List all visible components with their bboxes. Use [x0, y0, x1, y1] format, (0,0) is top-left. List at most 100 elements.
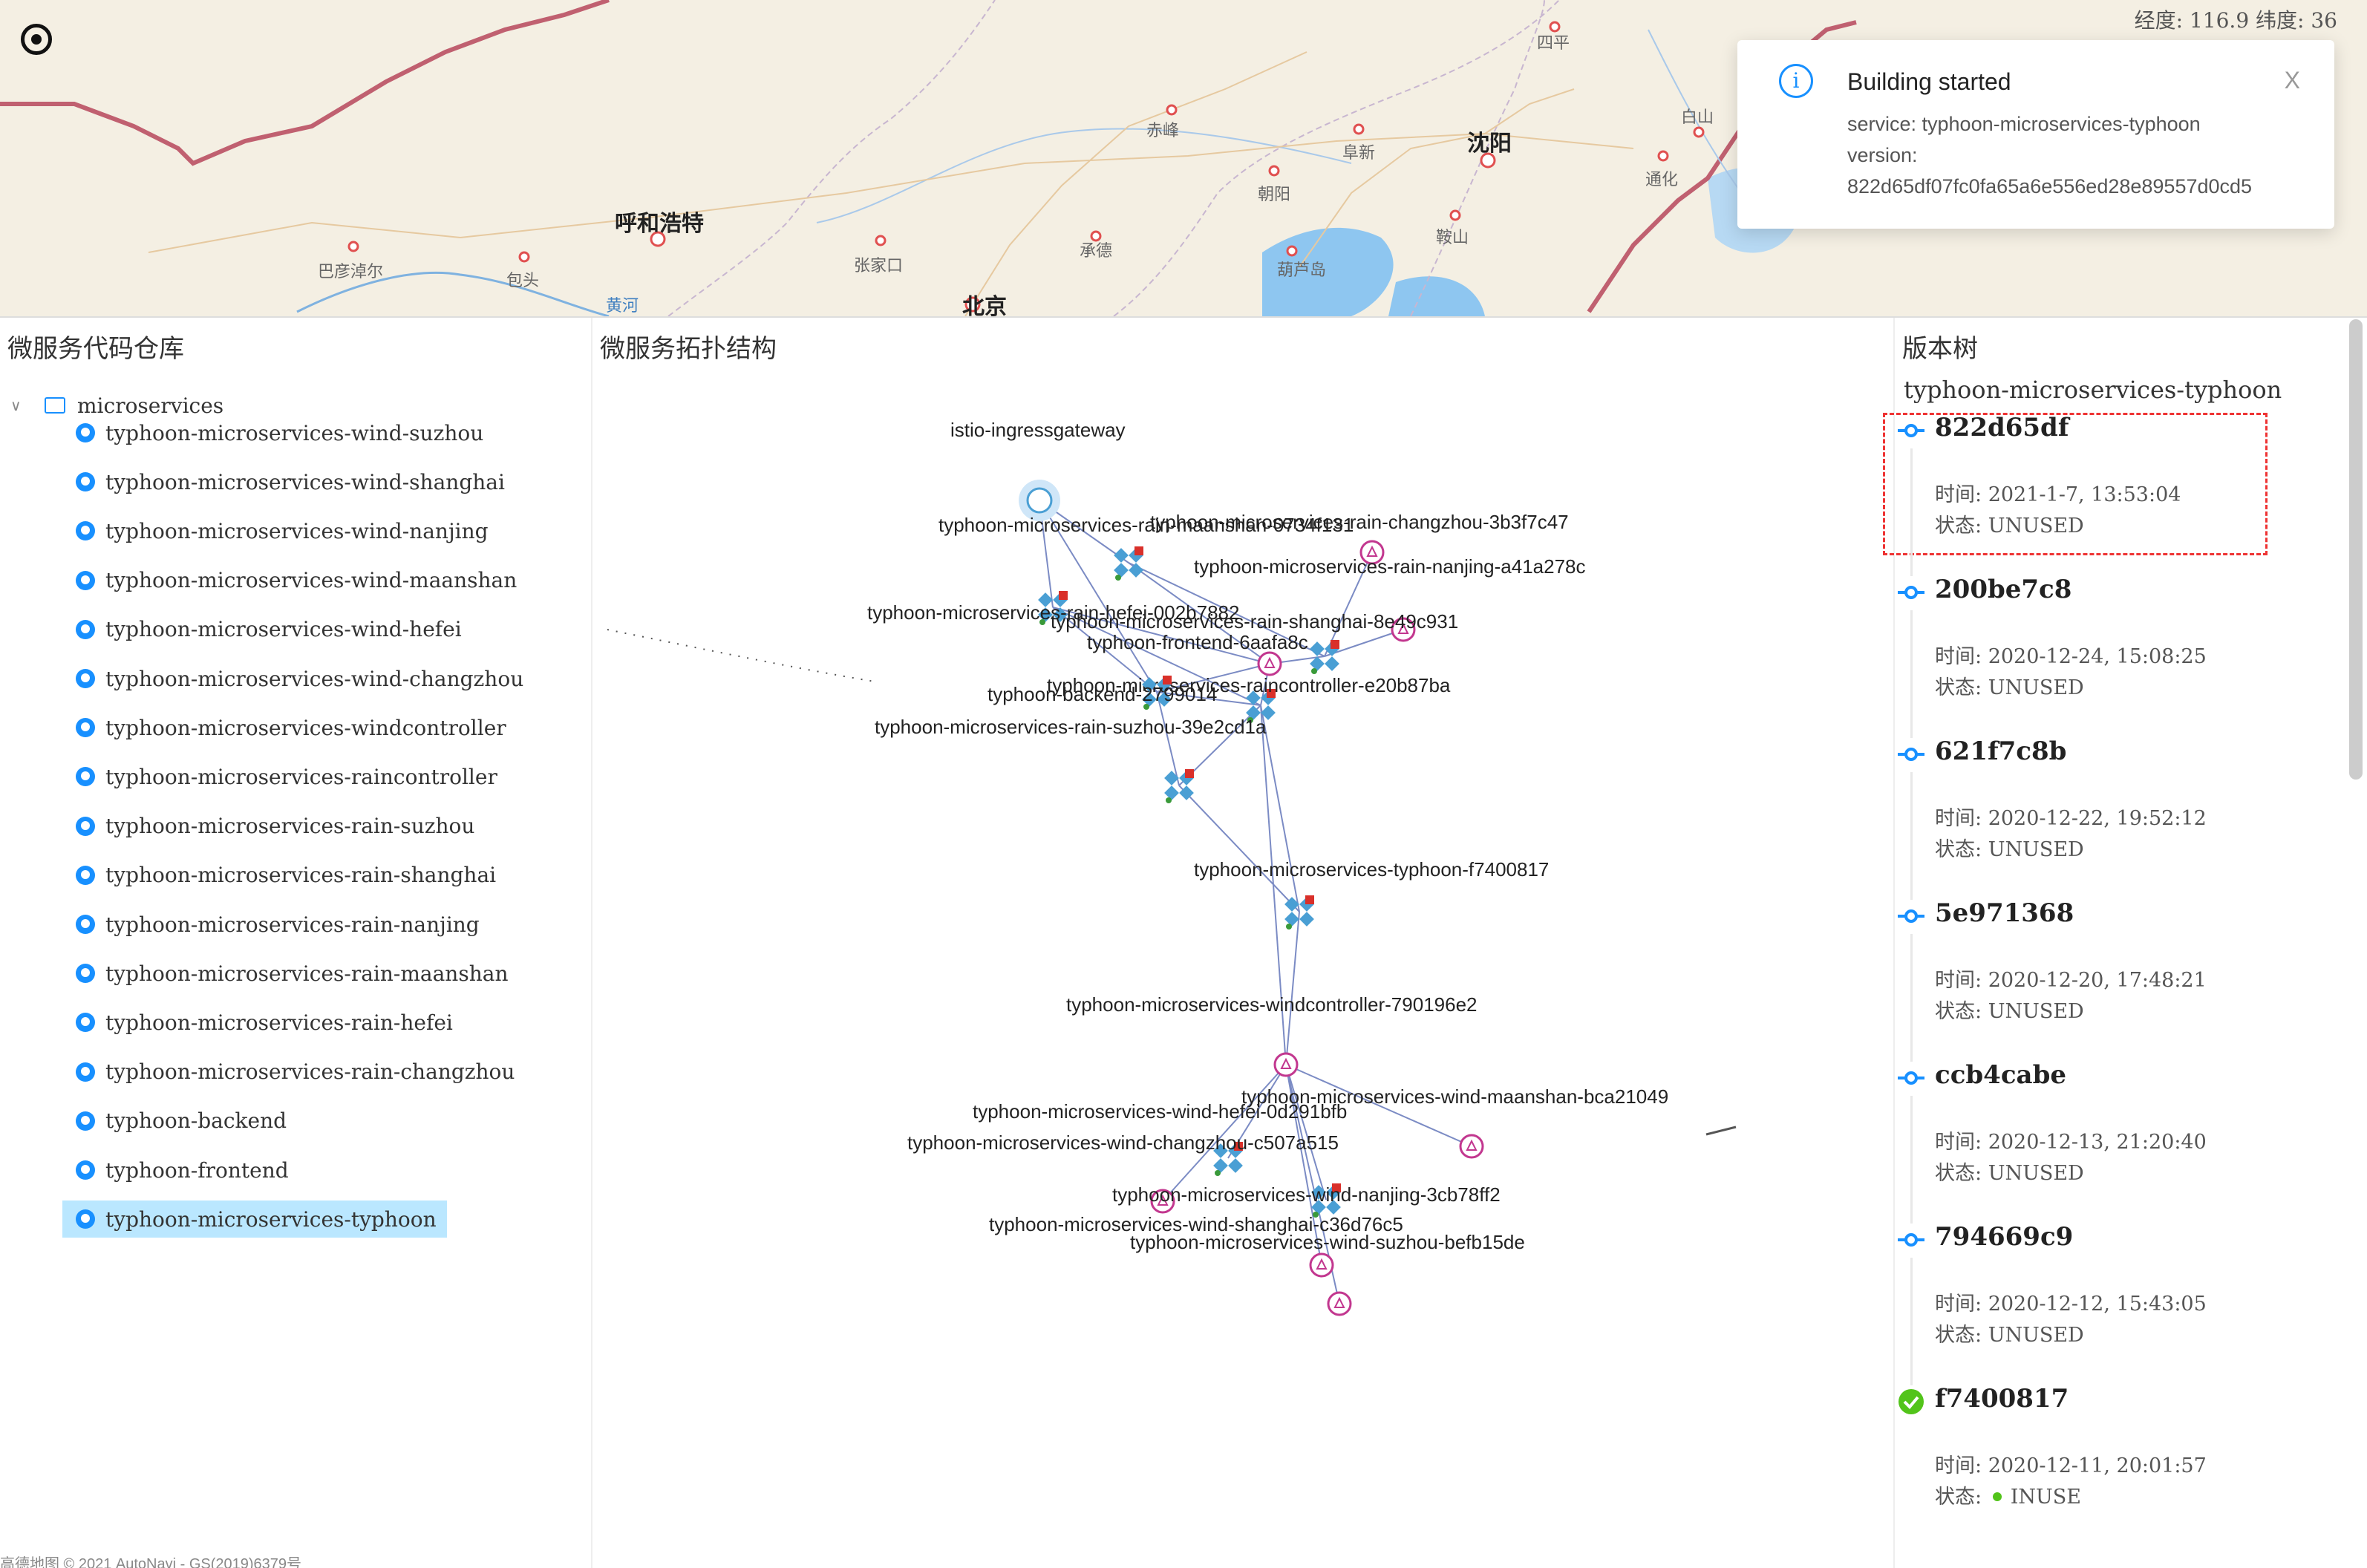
workload-node-glyph[interactable]: [1264, 656, 1276, 668]
workload-node-glyph[interactable]: [1366, 545, 1378, 557]
service-node-part[interactable]: [1114, 563, 1129, 578]
repo-item[interactable]: typhoon-microservices-rain-suzhou: [62, 808, 485, 845]
service-node-part[interactable]: [1142, 677, 1157, 692]
service-node-part[interactable]: [1164, 771, 1179, 785]
graph-edge[interactable]: [1285, 1064, 1327, 1200]
service-node-port[interactable]: [1143, 704, 1149, 710]
graph-edge[interactable]: [1324, 629, 1404, 657]
service-node-badge[interactable]: [1332, 1183, 1341, 1192]
graph-edge[interactable]: [1285, 1064, 1472, 1147]
service-node-part[interactable]: [1164, 785, 1179, 800]
service-node-badge[interactable]: [1305, 895, 1314, 904]
service-node-part[interactable]: [1311, 1200, 1326, 1215]
workload-node[interactable]: [1150, 1189, 1175, 1214]
repo-item[interactable]: typhoon-microservices-rain-nanjing: [62, 906, 490, 943]
repo-item[interactable]: typhoon-microservices-wind-nanjing: [62, 512, 499, 549]
tree-folder-microservices[interactable]: ∨ microservices: [10, 391, 223, 420]
repo-item[interactable]: typhoon-microservices-typhoon: [62, 1200, 447, 1238]
scrollbar[interactable]: [2349, 319, 2363, 780]
service-node-part[interactable]: [1284, 897, 1299, 912]
repo-item[interactable]: typhoon-microservices-raincontroller: [62, 758, 508, 795]
repo-item[interactable]: typhoon-microservices-wind-shanghai: [62, 463, 515, 500]
locate-icon[interactable]: [21, 24, 52, 55]
service-node-part[interactable]: [1179, 785, 1194, 800]
service-node-port[interactable]: [1313, 1212, 1319, 1218]
workload-node-glyph[interactable]: [1316, 1258, 1328, 1270]
workload-node[interactable]: [1273, 1052, 1299, 1077]
chevron-down-icon[interactable]: ∨: [10, 396, 22, 414]
repo-item[interactable]: typhoon-microservices-wind-maanshan: [62, 562, 527, 599]
graph-edge[interactable]: [1260, 705, 1287, 1065]
gateway-node[interactable]: [1026, 487, 1053, 514]
service-node-part[interactable]: [1038, 592, 1053, 607]
version-node[interactable]: 794669c9 时间: 2020-12-12, 15:43:05 状态: UNUS…: [1898, 1222, 2343, 1371]
repo-item[interactable]: typhoon-microservices-wind-suzhou: [62, 414, 494, 451]
service-node-badge[interactable]: [1267, 689, 1276, 698]
service-node-badge[interactable]: [1163, 676, 1172, 685]
workload-node-glyph[interactable]: [1466, 1139, 1478, 1151]
version-hash[interactable]: 621f7c8b: [1935, 736, 2067, 766]
service-node-port[interactable]: [1286, 924, 1292, 930]
version-node[interactable]: ccb4cabe 时间: 2020-12-13, 21:20:40 状态: UNUS…: [1898, 1060, 2343, 1209]
graph-edge[interactable]: [1052, 607, 1261, 706]
repo-item[interactable]: typhoon-microservices-rain-hefei: [62, 1004, 463, 1041]
service-node-badge[interactable]: [1185, 769, 1194, 778]
service-node-part[interactable]: [1311, 1185, 1326, 1200]
service-node-port[interactable]: [1166, 797, 1172, 803]
service-node-part[interactable]: [1114, 548, 1129, 563]
graph-edge[interactable]: [1128, 562, 1270, 664]
repo-item[interactable]: typhoon-frontend: [62, 1152, 299, 1189]
topology-graph[interactable]: istio-ingressgateway typhoon-microservice…: [592, 362, 1893, 1550]
graph-edge[interactable]: [1039, 500, 1158, 693]
service-node-port[interactable]: [1311, 668, 1317, 674]
graph-edge[interactable]: [1260, 705, 1300, 912]
graph-edge[interactable]: [1178, 785, 1300, 912]
graph-artifact[interactable]: [607, 629, 875, 682]
version-node[interactable]: 5e971368 时间: 2020-12-20, 17:48:21 状态: UNUS…: [1898, 898, 2343, 1047]
service-node-port[interactable]: [1215, 1170, 1221, 1176]
service-node-part[interactable]: [1142, 692, 1157, 707]
graph-edge[interactable]: [1285, 911, 1300, 1065]
workload-node[interactable]: [1459, 1134, 1484, 1159]
service-node-port[interactable]: [1115, 575, 1121, 581]
version-hash[interactable]: 794669c9: [1935, 1222, 2074, 1252]
repo-item[interactable]: typhoon-microservices-rain-shanghai: [62, 857, 506, 894]
service-node-part[interactable]: [1310, 641, 1325, 656]
workload-node-glyph[interactable]: [1397, 622, 1409, 634]
service-node-part[interactable]: [1284, 912, 1299, 927]
service-node-part[interactable]: [1053, 607, 1068, 622]
service-node-part[interactable]: [1326, 1200, 1341, 1215]
workload-node[interactable]: [1359, 540, 1385, 565]
version-node[interactable]: 621f7c8b 时间: 2020-12-22, 19:52:12 状态: UNUS…: [1898, 736, 2343, 885]
graph-artifact[interactable]: [1705, 1126, 1737, 1136]
repo-item[interactable]: typhoon-microservices-rain-maanshan: [62, 955, 518, 992]
service-node-part[interactable]: [1299, 912, 1314, 927]
repo-item[interactable]: typhoon-microservices-rain-changzhou: [62, 1054, 525, 1091]
map-view[interactable]: 呼和浩特 北京 沈阳 巴彦淖尔 包头 张家口 承德 赤峰 朝阳 阜新 葫芦岛 鞍…: [0, 0, 2367, 318]
version-node[interactable]: f7400817 时间: 2020-12-11, 20:01:57 状态: INUS…: [1898, 1384, 2343, 1532]
service-node-part[interactable]: [1213, 1143, 1228, 1158]
repo-item[interactable]: typhoon-microservices-wind-changzhou: [62, 660, 534, 697]
repo-item[interactable]: typhoon-microservices-wind-hefei: [62, 611, 472, 648]
graph-edge[interactable]: [1156, 691, 1180, 786]
service-node-part[interactable]: [1261, 705, 1276, 720]
graph-edge[interactable]: [1052, 607, 1270, 664]
workload-node[interactable]: [1391, 617, 1416, 642]
service-node-part[interactable]: [1157, 692, 1172, 707]
graph-edge[interactable]: [1324, 552, 1373, 657]
workload-node[interactable]: [1327, 1291, 1352, 1316]
version-node[interactable]: 822d65df 时间: 2021-1-7, 13:53:04 状态: UNUSED: [1898, 413, 2343, 561]
graph-edge[interactable]: [1162, 1064, 1287, 1202]
graph-edge[interactable]: [1128, 562, 1325, 657]
service-node-badge[interactable]: [1059, 591, 1068, 600]
service-node-part[interactable]: [1213, 1158, 1228, 1173]
service-node-part[interactable]: [1310, 656, 1325, 671]
service-node-part[interactable]: [1246, 690, 1261, 705]
version-hash[interactable]: 200be7c8: [1935, 575, 2072, 604]
close-icon[interactable]: X: [2284, 67, 2300, 94]
graph-edge[interactable]: [1156, 691, 1261, 706]
service-node-badge[interactable]: [1331, 640, 1339, 649]
service-node-part[interactable]: [1129, 563, 1143, 578]
service-node-part[interactable]: [1325, 656, 1339, 671]
service-node-part[interactable]: [1228, 1158, 1243, 1173]
